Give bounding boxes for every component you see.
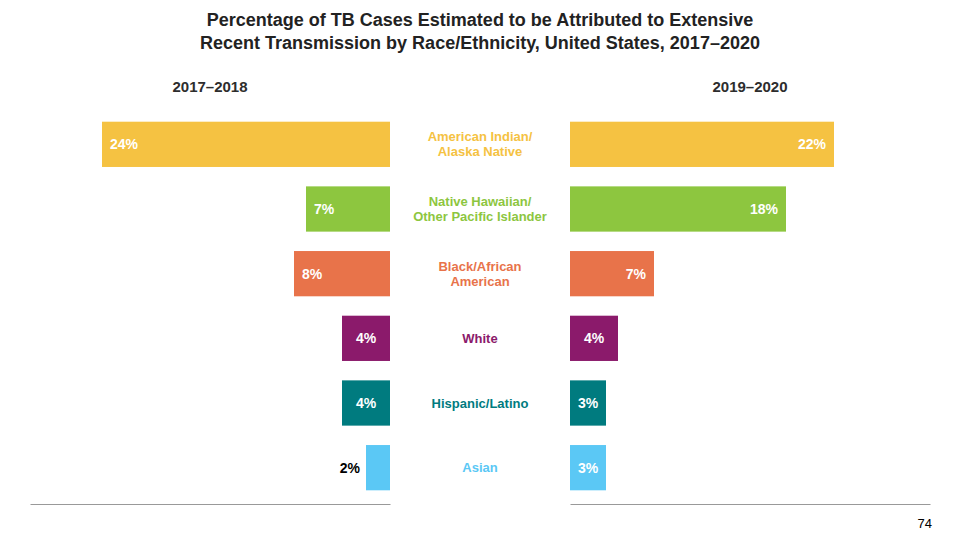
series-name: 2017–2018 [172,78,247,95]
bars [102,122,390,491]
axis-line [571,504,931,505]
x-axis [31,504,391,505]
bar [102,122,390,167]
bar [570,251,654,296]
title: Percentage of TB Cases Estimated to be A… [200,10,760,53]
series-name: 2019–2020 [712,78,787,95]
bar [570,316,618,361]
category-label-line: American [450,274,509,289]
category-label: Native Hawaiian/Other Pacific Islander [413,194,547,224]
chart: Percentage of TB Cases Estimated to be A… [0,0,960,540]
bar [570,122,834,167]
bar [570,186,786,231]
bar [570,380,606,425]
category-label-line: American Indian/ [428,129,533,144]
data-label: 18% [750,201,779,217]
bars [570,122,834,491]
category-label-line: Asian [462,460,497,475]
data-label: 3% [578,395,599,411]
category-label: Asian [462,460,497,475]
data-label: 4% [356,330,377,346]
bar [294,251,390,296]
bar [570,445,606,490]
data-label: 2% [340,460,361,476]
title-line: Percentage of TB Cases Estimated to be A… [207,10,753,30]
bar [366,445,390,490]
category-label-line: Other Pacific Islander [413,209,547,224]
axis-line [31,504,391,505]
data-label: 4% [584,330,605,346]
bar [342,380,390,425]
category-label-line: Black/African [438,259,521,274]
category-label: Black/AfricanAmerican [438,259,521,289]
data-label: 22% [798,136,827,152]
data-label: 7% [314,201,335,217]
category-label-line: Alaska Native [438,144,523,159]
data-label: 7% [626,266,647,282]
category-label-line: Hispanic/Latino [432,396,529,411]
data-label: 24% [110,136,139,152]
bar [342,316,390,361]
category-label-line: Native Hawaiian/ [429,194,532,209]
data-label: 3% [578,460,599,476]
data-label: 4% [356,395,377,411]
annotation: 74 [918,516,932,531]
category-label: White [462,331,497,346]
category-label: Hispanic/Latino [432,396,529,411]
x-axis [571,504,931,505]
category-label-line: White [462,331,497,346]
category-label: American Indian/Alaska Native [428,129,533,159]
bar [306,186,390,231]
data-label: 8% [302,266,323,282]
title-line: Recent Transmission by Race/Ethnicity, U… [200,33,760,53]
